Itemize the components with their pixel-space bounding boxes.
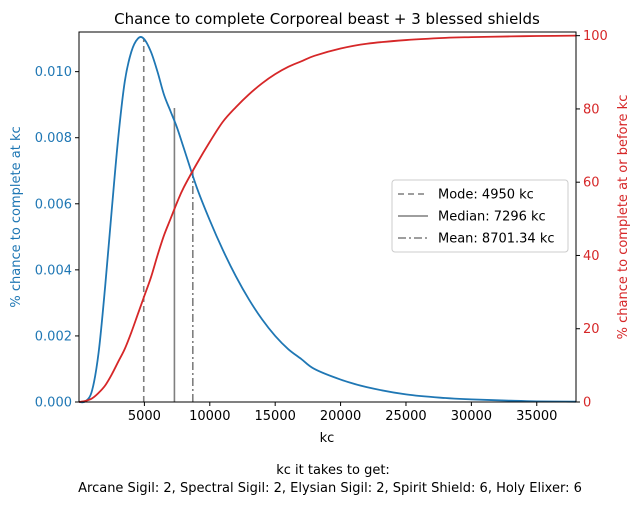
x-tick-label-5: 25000	[385, 409, 426, 424]
y-right-tick-label-6: 100	[583, 29, 608, 44]
y-left-tick-label-6: 0.010	[35, 65, 72, 80]
x-tick-label-2: 10000	[189, 409, 230, 424]
series-line-1	[78, 36, 577, 404]
footer-line-1: kc it takes to get:	[276, 463, 390, 478]
series-line-2	[78, 34, 577, 403]
y-right-tick-label-3: 40	[583, 249, 600, 264]
x-tick-label-1: 5000	[128, 409, 161, 424]
y-right-axis-label: % chance to complete at or before kc	[616, 95, 631, 340]
y-left-tick-label-1: 0.000	[35, 396, 72, 411]
y-right-tick-label-5: 80	[583, 102, 600, 117]
legend-label-2: Median: 7296 kc	[438, 210, 546, 225]
y-right-tick-label-1: 0	[583, 396, 591, 411]
y-right-tick-label-4: 60	[583, 176, 600, 191]
y-left-tick-label-4: 0.006	[35, 197, 72, 212]
x-tick-label-4: 20000	[320, 409, 361, 424]
plot-area	[78, 34, 577, 404]
legend-label-3: Mean: 8701.34 kc	[438, 232, 555, 247]
legend-box	[391, 179, 569, 253]
legend-label-1: Mode: 4950 kc	[438, 188, 534, 203]
y-left-tick-label-5: 0.008	[35, 131, 72, 146]
chart-title: Chance to complete Corporeal beast + 3 b…	[114, 10, 540, 28]
y-left-axis-ticks: 0.000 0.002 0.004 0.006 0.008 0.010	[35, 65, 79, 411]
legend: Mode: 4950 kc Median: 7296 kc Mean: 8701.3…	[391, 179, 569, 253]
y-left-tick-label-2: 0.002	[35, 329, 72, 344]
y-left-axis-label: % chance to complete at kc	[9, 126, 24, 307]
x-axis-ticks: 5000 10000 15000 20000 25000 30000 35000	[128, 402, 557, 424]
x-tick-label-7: 35000	[516, 409, 557, 424]
x-axis-label: kc	[320, 431, 335, 446]
plot-frame	[78, 31, 577, 403]
y-right-tick-label-2: 20	[583, 322, 600, 337]
y-left-tick-label-3: 0.004	[35, 263, 72, 278]
y-right-axis-ticks: 0 20 40 60 80 100	[576, 29, 608, 411]
x-tick-label-6: 30000	[451, 409, 492, 424]
footer-line-2: Arcane Sigil: 2, Spectral Sigil: 2, Elys…	[78, 481, 582, 496]
x-tick-label-3: 15000	[255, 409, 296, 424]
